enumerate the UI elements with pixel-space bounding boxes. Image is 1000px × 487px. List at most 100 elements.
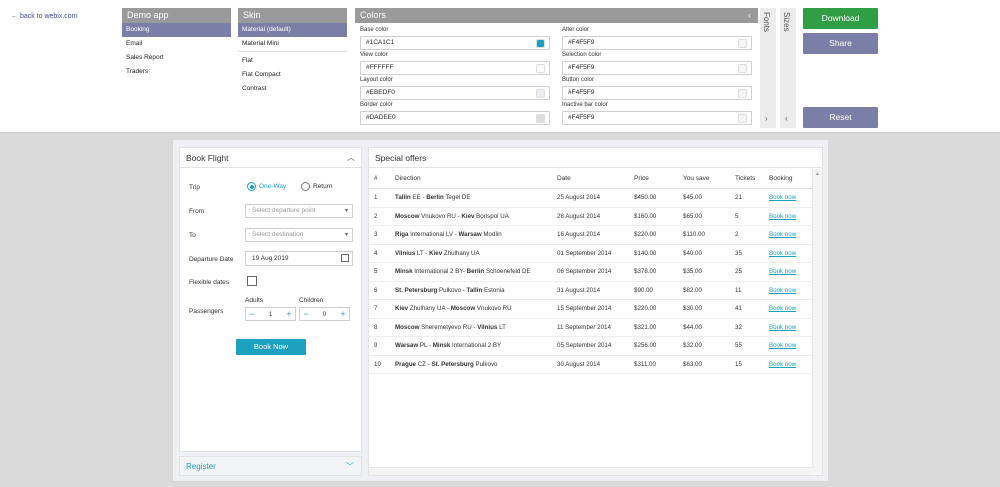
view-color-swatch[interactable] xyxy=(536,64,545,73)
row-date: 01 September 2014 xyxy=(557,249,612,257)
layout-color-input[interactable]: #EBEDF0 xyxy=(360,86,550,100)
column-header-price[interactable]: Price xyxy=(634,175,649,182)
book-now-link[interactable]: Book now xyxy=(769,305,797,312)
layout-color-swatch[interactable] xyxy=(536,89,545,98)
view-color-input[interactable]: #FFFFFF xyxy=(360,61,550,75)
row-you-save: $63.00 xyxy=(683,360,702,368)
table-row[interactable]: 10 Prague CZ - St. Petersburg Pulkovo 30 A… xyxy=(369,356,814,374)
border-color-input[interactable]: #DADEE0 xyxy=(360,111,550,125)
inactive-bar-color-input[interactable]: #F4F5F9 xyxy=(562,111,752,125)
row-date: 05 September 2014 xyxy=(557,342,612,349)
table-row[interactable]: 1 Tallin EE - Berlin Tegel DE 25 August 20… xyxy=(369,189,814,208)
button-color-input[interactable]: #F4F5F9 xyxy=(562,86,752,100)
to-airport: Borispol UA xyxy=(474,212,509,220)
column-header-tickets[interactable]: Tickets xyxy=(735,175,756,182)
table-row[interactable]: 8 Moscow Sheremetyevo RU - Vilnius LT 11 S… xyxy=(369,319,814,337)
back-to-webix-link[interactable]: ← back to webix.com xyxy=(11,13,78,20)
table-row[interactable]: 4 Vilnius LT - Kiev Zhulhany UA 01 Septemb… xyxy=(369,245,814,263)
row-tickets: 5 xyxy=(735,212,739,220)
demo-item-email[interactable]: Email xyxy=(126,40,143,47)
adults-counter[interactable]: − 1 + xyxy=(245,307,296,321)
table-row[interactable]: 9 Warsaw PL - Minsk International 2 BY 05 … xyxy=(369,337,814,356)
children-counter[interactable]: − 0 + xyxy=(299,307,350,321)
skin-item-material-mini[interactable]: Material Mini xyxy=(242,40,279,47)
skin-item-material[interactable]: Material (default) xyxy=(238,23,347,37)
register-panel[interactable]: Register ﹀ xyxy=(179,456,362,476)
from-city: Riga xyxy=(395,231,409,238)
departure-select[interactable]: Select departure point ▾ xyxy=(245,204,353,218)
table-row[interactable]: 6 St. Petersburg Pulkovo - Tallin Estonia… xyxy=(369,282,814,300)
sizes-tab[interactable]: Sizes ‹ xyxy=(780,8,796,128)
chevron-up-icon[interactable]: ︿ xyxy=(347,153,355,162)
alter-color-input[interactable]: #F4F5F9 xyxy=(562,36,752,50)
book-now-link[interactable]: Book now xyxy=(769,231,797,238)
book-now-link[interactable]: Book now xyxy=(769,286,797,294)
chevron-down-icon[interactable]: ﹀ xyxy=(346,462,354,471)
table-row[interactable]: 2 Moscow Vnukovo RU - Kiev Borispol UA 28 … xyxy=(369,208,814,226)
book-now-link[interactable]: Book now xyxy=(769,249,797,257)
table-row[interactable]: 3 Riga International LV - Warsaw Modlin 16… xyxy=(369,226,814,245)
table-row[interactable]: 7 Kiev Zhulhany UA - Moscow Vnukovo RU 15 … xyxy=(369,300,814,319)
collapse-left-icon[interactable]: ‹ xyxy=(748,10,751,20)
from-airport: Sheremetyevo RU - xyxy=(419,323,478,331)
trip-return-radio[interactable]: Return xyxy=(301,182,333,191)
column-header-direction[interactable]: Direction xyxy=(395,175,421,182)
booking-demo-preview: Book Flight ︿ Trip One-Way Return From S… xyxy=(172,139,829,482)
chevron-right-icon[interactable]: › xyxy=(765,114,768,123)
reset-button[interactable]: Reset xyxy=(803,107,878,128)
column-header-date[interactable]: Date xyxy=(557,175,571,182)
fonts-tab[interactable]: Fonts › xyxy=(760,8,776,128)
destination-select[interactable]: Select destination ▾ xyxy=(245,228,353,242)
minus-icon[interactable]: − xyxy=(249,309,255,319)
layout-color-label: Layout color xyxy=(360,77,393,83)
to-airport: LT xyxy=(497,323,506,331)
row-direction: Moscow Vnukovo RU - Kiev Borispol UA xyxy=(390,208,552,226)
inactive-bar-color-swatch[interactable] xyxy=(738,114,747,123)
scroll-up-icon[interactable]: ▲ xyxy=(815,171,820,177)
selection-color-input[interactable]: #F4F5F9 xyxy=(562,61,752,75)
button-color-swatch[interactable] xyxy=(738,89,747,98)
plus-icon[interactable]: + xyxy=(286,309,292,319)
horizontal-scrollbar[interactable] xyxy=(369,467,814,475)
base-color-input[interactable]: #1CA1C1 xyxy=(360,36,550,50)
book-flight-header[interactable]: Book Flight ︿ xyxy=(180,148,361,168)
book-now-link[interactable]: Book now xyxy=(769,360,797,368)
book-now-button[interactable]: Book Now xyxy=(236,339,306,355)
book-now-link[interactable]: Book now xyxy=(769,342,797,349)
demo-item-traders[interactable]: Traders xyxy=(126,68,149,75)
column-header-number[interactable]: # xyxy=(374,175,378,182)
plus-icon[interactable]: + xyxy=(340,309,346,319)
column-header-booking[interactable]: Booking xyxy=(769,175,793,182)
demo-item-booking[interactable]: Booking xyxy=(122,23,231,37)
row-number: 1 xyxy=(374,194,378,201)
inactive-bar-color-field: Inactive bar color #F4F5F9 xyxy=(562,101,752,125)
download-button[interactable]: Download xyxy=(803,8,878,29)
border-color-swatch[interactable] xyxy=(536,114,545,123)
book-now-link[interactable]: Book now xyxy=(769,194,797,201)
book-now-link[interactable]: Book now xyxy=(769,268,797,275)
vertical-scrollbar[interactable]: ▲ xyxy=(812,169,822,474)
book-now-link[interactable]: Book now xyxy=(769,212,797,220)
book-now-link[interactable]: Book now xyxy=(769,323,797,331)
share-button[interactable]: Share xyxy=(803,33,878,54)
skin-item-flat-compact[interactable]: Flat Compact xyxy=(242,71,281,78)
selection-color-swatch[interactable] xyxy=(738,64,747,73)
flexible-dates-checkbox[interactable] xyxy=(247,276,257,286)
departure-date-input[interactable]: 19 Aug 2019 xyxy=(245,251,353,266)
base-color-swatch[interactable] xyxy=(536,39,545,48)
alter-color-swatch[interactable] xyxy=(738,39,747,48)
chevron-left-icon[interactable]: ‹ xyxy=(785,114,788,123)
border-color-value: #DADEE0 xyxy=(366,114,396,121)
column-header-you-save[interactable]: You save xyxy=(683,175,710,182)
calendar-icon[interactable] xyxy=(341,254,349,262)
table-row[interactable]: 5 Minsk International 2 BY- Berlin Schoen… xyxy=(369,263,814,282)
minus-icon[interactable]: − xyxy=(303,309,309,319)
demo-item-sales-report[interactable]: Sales Report xyxy=(126,54,164,61)
skin-item-contrast[interactable]: Contrast xyxy=(242,85,267,92)
trip-one-way-radio[interactable]: One-Way xyxy=(247,182,286,191)
adults-value: 1 xyxy=(268,310,273,318)
register-title[interactable]: Register xyxy=(186,462,216,471)
from-airport: International 2 BY- xyxy=(412,268,467,275)
alter-color-label: Alter color xyxy=(562,27,590,33)
skin-item-flat[interactable]: Flat xyxy=(242,57,253,64)
